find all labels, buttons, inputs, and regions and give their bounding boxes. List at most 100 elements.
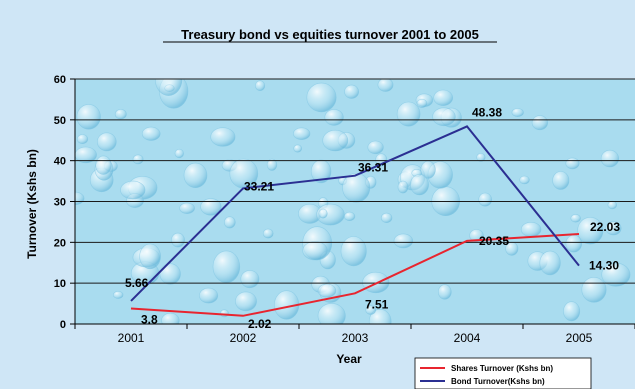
- water-droplet: [478, 192, 493, 207]
- water-droplet: [563, 301, 581, 322]
- water-droplet: [519, 175, 530, 185]
- water-droplet: [310, 159, 332, 184]
- water-droplet: [380, 212, 393, 223]
- water-droplet: [161, 312, 180, 324]
- water-droplet: [344, 84, 359, 99]
- water-droplet: [95, 155, 112, 175]
- water-droplet: [179, 202, 195, 214]
- water-droplet: [324, 109, 344, 126]
- data-label: 7.51: [365, 297, 389, 311]
- water-droplet: [396, 101, 421, 127]
- water-droplet: [511, 108, 524, 117]
- water-droplet: [393, 233, 414, 249]
- y-tick-label: 60: [54, 74, 66, 86]
- water-droplet: [600, 149, 620, 168]
- water-droplet: [432, 107, 456, 127]
- legend-box: [414, 357, 592, 389]
- water-droplet: [120, 180, 146, 200]
- y-axis: 0 10 20 30 40 50 60: [54, 74, 76, 331]
- water-droplet: [210, 127, 236, 147]
- y-tick-label: 0: [60, 319, 66, 331]
- water-droplet: [293, 127, 311, 140]
- water-droplet: [397, 180, 409, 194]
- data-label: 3.8: [141, 313, 158, 327]
- water-droplet: [75, 146, 97, 164]
- water-droplet: [565, 234, 582, 253]
- water-droplet: [433, 89, 454, 106]
- x-tick-label: 2005: [566, 331, 593, 345]
- water-droplet: [155, 79, 183, 96]
- y-axis-title: Turnover (Kshs bn): [25, 149, 39, 259]
- water-droplet: [476, 152, 486, 162]
- water-droplet: [255, 80, 266, 91]
- chart-title: Treasury bond vs equities turnover 2001 …: [181, 27, 479, 42]
- water-droplet: [200, 198, 222, 216]
- water-droplet: [469, 229, 484, 242]
- data-label: 2.02: [248, 317, 272, 331]
- water-droplet: [141, 126, 161, 141]
- legend-shares-label: Shares Turnover (Kshs bn): [451, 364, 553, 373]
- water-droplet: [183, 162, 208, 188]
- water-droplet: [552, 171, 570, 190]
- water-droplet: [318, 208, 328, 219]
- water-droplet: [605, 221, 622, 236]
- data-label: 48.38: [472, 105, 502, 119]
- water-droplet: [531, 115, 549, 131]
- legend: Shares Turnover (Kshs bn) Bond Turnover(…: [414, 357, 592, 389]
- water-droplet: [581, 276, 607, 303]
- data-label: 20.35: [479, 234, 509, 248]
- water-droplet: [262, 228, 274, 239]
- water-droplet: [97, 132, 117, 152]
- water-droplet: [416, 98, 428, 108]
- water-droplet: [76, 104, 101, 130]
- water-droplet: [520, 222, 542, 238]
- water-droplet: [174, 148, 184, 159]
- y-tick-label: 20: [54, 237, 66, 249]
- legend-bond-label: Bond Turnover(Kshs bn): [451, 377, 545, 386]
- data-labels: 3.8 2.02 7.51 20.35 22.03 5.66 33.21 36.31 48.38…: [125, 105, 620, 330]
- water-droplet: [420, 160, 436, 179]
- data-label: 14.30: [589, 259, 619, 273]
- water-droplet: [539, 250, 561, 276]
- water-droplet: [76, 134, 89, 144]
- water-droplet: [570, 214, 581, 223]
- water-droplet: [132, 154, 144, 165]
- water-droplet: [437, 284, 452, 300]
- water-droplet: [224, 216, 236, 229]
- water-droplet: [342, 173, 371, 203]
- water-droplet: [601, 262, 631, 287]
- water-droplet: [607, 200, 617, 210]
- water-droplet: [112, 290, 124, 299]
- water-droplet: [577, 217, 604, 245]
- water-droplet: [340, 236, 367, 267]
- series-lines: [130, 125, 580, 317]
- water-droplet: [565, 157, 580, 170]
- y-tick-label: 50: [54, 115, 66, 127]
- water-droplet: [139, 243, 161, 270]
- y-tick-label: 10: [54, 278, 66, 290]
- water-droplet: [410, 174, 429, 196]
- water-droplet: [344, 211, 356, 221]
- y-tick-label: 30: [54, 197, 66, 209]
- x-axis: 2001 2002 2003 2004 2005: [74, 323, 635, 345]
- series-line-bond: [130, 125, 580, 302]
- water-droplet: [302, 241, 328, 261]
- x-tick-label: 2004: [454, 331, 481, 345]
- water-droplet: [365, 305, 377, 315]
- water-droplet: [235, 291, 257, 312]
- x-axis-title: Year: [336, 352, 362, 366]
- data-label: 22.03: [590, 220, 620, 234]
- water-droplet: [266, 158, 278, 171]
- water-droplet: [293, 144, 303, 153]
- water-droplet: [171, 232, 185, 248]
- water-droplet: [317, 283, 337, 298]
- water-droplet: [159, 263, 181, 285]
- water-droplet: [317, 303, 346, 324]
- water-droplet: [377, 79, 394, 92]
- data-label: 36.31: [358, 161, 388, 175]
- x-tick-label: 2002: [230, 331, 257, 345]
- water-droplet: [367, 140, 384, 155]
- x-tick-label: 2003: [342, 331, 369, 345]
- water-droplet: [114, 108, 127, 120]
